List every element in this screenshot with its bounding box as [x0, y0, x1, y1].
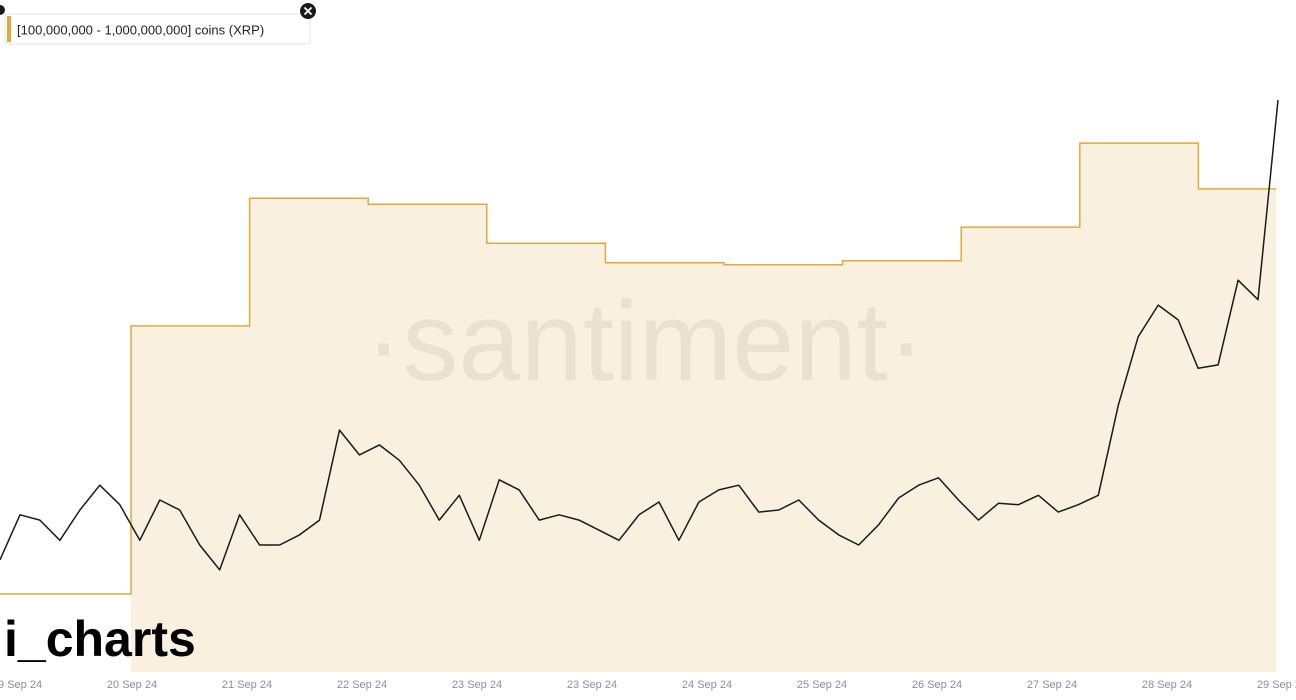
x-tick-label: 22 Sep 24 — [337, 679, 387, 691]
x-tick-label: 29 Sep 24 — [1257, 679, 1296, 691]
x-tick-label: 27 Sep 24 — [1027, 679, 1077, 691]
watermark: ·santiment· — [365, 279, 925, 404]
brand-text: i_charts — [4, 611, 196, 667]
area — [131, 143, 1276, 673]
x-axis: 19 Sep 24 20 Sep 24 21 Sep 24 22 Sep 24 23 S… — [0, 679, 1296, 691]
x-tick-label: 21 Sep 24 — [222, 679, 272, 691]
x-tick-label: 19 Sep 24 — [0, 679, 42, 691]
legend-box — [4, 13, 311, 45]
x-tick-label: 25 Sep 24 — [797, 679, 847, 691]
legend-label: [100,000,000 - 1,000,000,000] coins (XRP… — [17, 22, 264, 37]
x-tick-label: 28 Sep 24 — [1142, 679, 1192, 691]
price-line — [0, 100, 1279, 571]
x-tick-label: 20 Sep 24 — [107, 679, 157, 691]
legend-swatch — [7, 16, 11, 42]
icon — [0, 5, 5, 15]
x-tick-label: 23 Sep 24 — [567, 679, 617, 691]
x-tick-label: 26 Sep 24 — [912, 679, 962, 691]
step-line — [0, 142, 1276, 595]
x-tick-label: 24 Sep 24 — [682, 679, 732, 691]
plot-area — [0, 100, 1279, 673]
x-tick-label: 23 Sep 24 — [452, 679, 502, 691]
close-button[interactable] — [300, 3, 316, 19]
